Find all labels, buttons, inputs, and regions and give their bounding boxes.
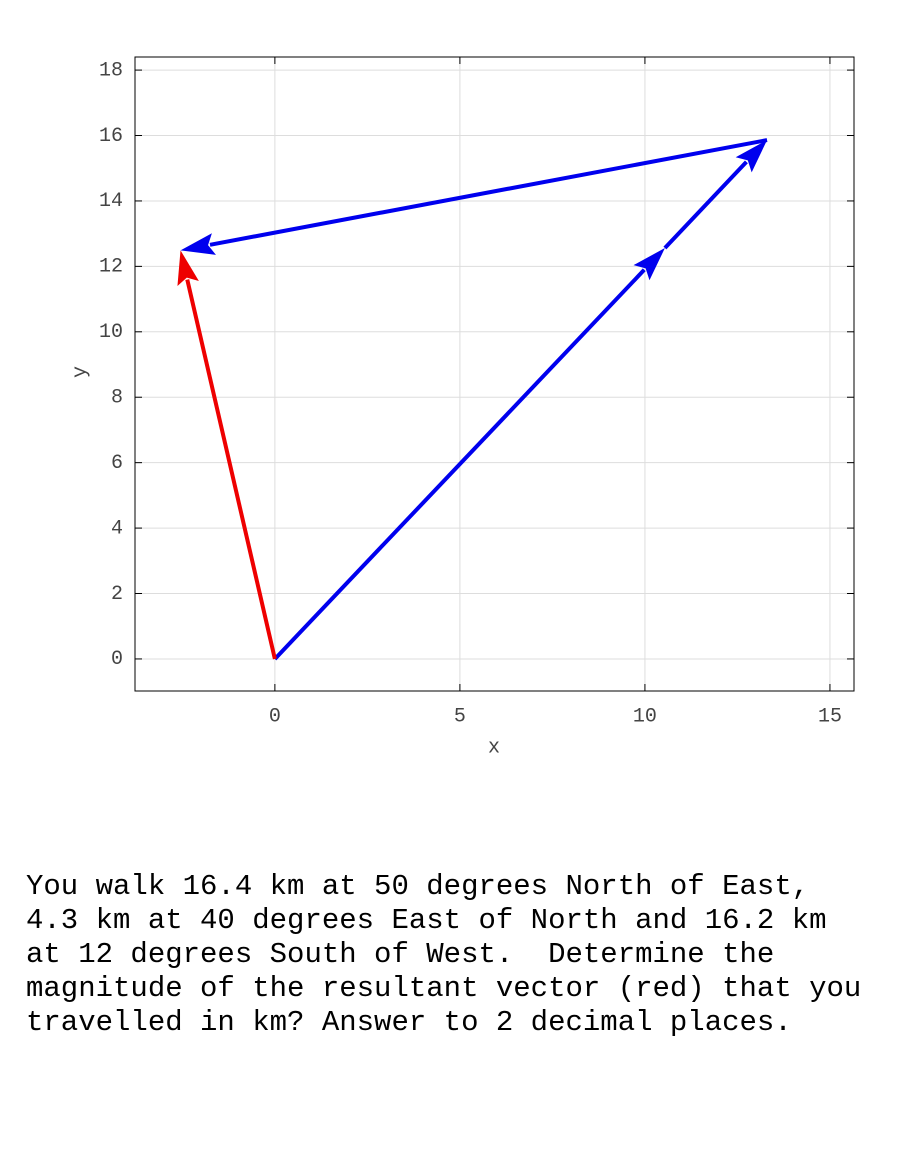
question-line: 4.3 km at 40 degrees East of North and 1…	[26, 904, 827, 937]
vector	[273, 268, 646, 661]
question-line: at 12 degrees South of West. Determine t…	[26, 938, 775, 971]
y-tick-label: 6	[111, 452, 123, 475]
vector	[209, 138, 768, 247]
y-tick-label: 10	[99, 321, 123, 344]
question-line: travelled in km? Answer to 2 decimal pla…	[26, 1006, 792, 1039]
y-tick-label: 8	[111, 387, 123, 410]
y-tick-label: 0	[111, 648, 123, 671]
chart: x y 0 5 10 15 0 2 4 6 8 10 12 14 16 18	[69, 56, 855, 759]
arrow-head	[735, 140, 768, 173]
plot-frame	[134, 56, 855, 692]
vector	[663, 160, 748, 250]
question: You walk 16.4 km at 50 degrees North of …	[26, 870, 861, 1040]
arrow-head	[180, 233, 216, 255]
y-tick-label: 12	[99, 256, 123, 279]
arrow-head	[633, 248, 665, 281]
y-tick-label: 2	[111, 583, 123, 606]
x-tick-label: 10	[633, 705, 657, 728]
y-tick-label: 18	[99, 59, 123, 82]
y-tick-label: 4	[111, 517, 123, 540]
x-tick-label: 0	[269, 705, 281, 728]
question-line: You walk 16.4 km at 50 degrees North of …	[26, 870, 810, 903]
vector	[185, 279, 277, 660]
question-line: magnitude of the resultant vector (red) …	[26, 972, 862, 1005]
x-tick-label: 15	[818, 705, 842, 728]
y-tick-label: 14	[99, 190, 123, 213]
x-axis-label: x	[488, 736, 500, 759]
y-tick-label: 16	[99, 125, 123, 148]
x-tick-label: 5	[454, 705, 466, 728]
y-axis-label: y	[69, 366, 92, 378]
arrow-head	[177, 250, 199, 286]
